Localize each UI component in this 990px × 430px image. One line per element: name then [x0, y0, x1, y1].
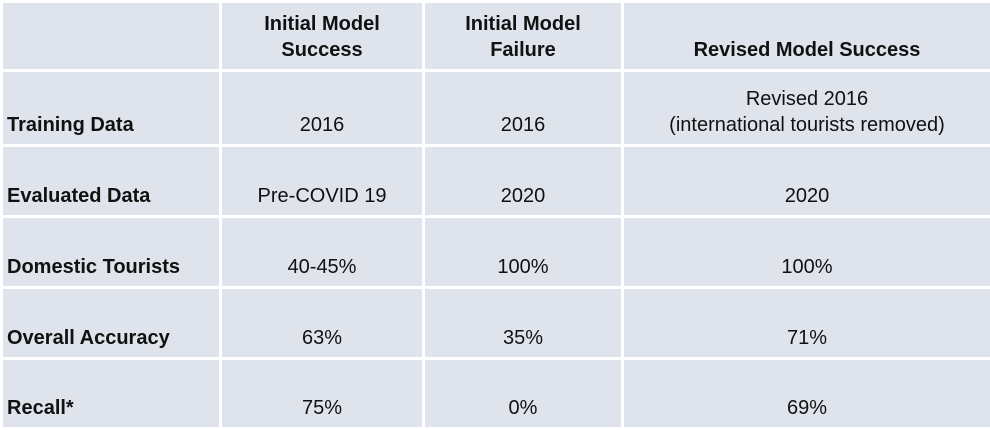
table-cell: 69%	[624, 360, 990, 427]
table-cell: 35%	[425, 289, 621, 357]
table-row-overall-accuracy: Overall Accuracy 63% 35% 71%	[3, 289, 990, 357]
header-revised-model-success: Revised Model Success	[624, 3, 990, 69]
table-cell: 40-45%	[222, 218, 422, 286]
table-cell: 71%	[624, 289, 990, 357]
table-cell: 100%	[624, 218, 990, 286]
table-cell: 2020	[624, 147, 990, 215]
table-cell: 2020	[425, 147, 621, 215]
table-cell: Pre-COVID 19	[222, 147, 422, 215]
table-cell: 2016	[425, 72, 621, 144]
row-label: Training Data	[3, 72, 219, 144]
table-cell: 0%	[425, 360, 621, 427]
row-label: Overall Accuracy	[3, 289, 219, 357]
header-initial-model-success: Initial Model Success	[222, 3, 422, 69]
table-row-evaluated-data: Evaluated Data Pre-COVID 19 2020 2020	[3, 147, 990, 215]
table-cell: Revised 2016 (international tourists rem…	[624, 72, 990, 144]
table-cell: 2016	[222, 72, 422, 144]
row-label: Evaluated Data	[3, 147, 219, 215]
table-cell: 75%	[222, 360, 422, 427]
row-label: Domestic Tourists	[3, 218, 219, 286]
table-cell: 63%	[222, 289, 422, 357]
header-initial-model-failure: Initial Model Failure	[425, 3, 621, 69]
table-header-row: Initial Model Success Initial Model Fail…	[3, 3, 990, 69]
header-corner-cell	[3, 3, 219, 69]
table-cell: 100%	[425, 218, 621, 286]
row-label: Recall*	[3, 360, 219, 427]
table-row-recall: Recall* 75% 0% 69%	[3, 360, 990, 427]
table-row-training-data: Training Data 2016 2016 Revised 2016 (in…	[3, 72, 990, 144]
table-row-domestic-tourists: Domestic Tourists 40-45% 100% 100%	[3, 218, 990, 286]
